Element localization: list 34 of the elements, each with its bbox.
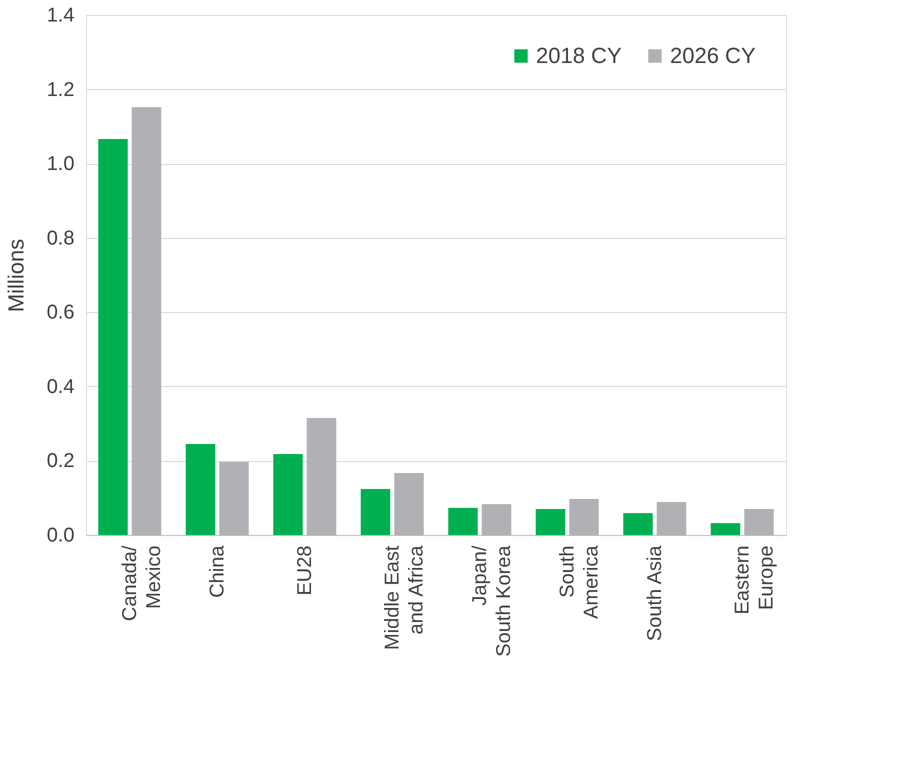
y-tick-label: 0.4 — [46, 376, 74, 398]
bar — [569, 498, 599, 535]
legend-label: 2026 CY — [670, 43, 756, 68]
bar — [219, 462, 249, 535]
x-tick-label: Canada/ Mexico — [118, 545, 165, 622]
bar — [360, 488, 390, 535]
bar — [536, 509, 566, 535]
y-tick-label: 1.4 — [46, 4, 74, 26]
y-tick-label: 0.8 — [46, 227, 74, 250]
y-tick-label: 0.0 — [46, 524, 74, 546]
x-tick-label: EU28 — [294, 546, 316, 596]
bar — [186, 444, 216, 535]
legend-label: 2018 CY — [536, 43, 622, 68]
bar — [623, 513, 653, 535]
bar — [132, 107, 162, 535]
bar — [394, 472, 424, 535]
bar — [710, 523, 740, 535]
x-tick-label: South America — [556, 544, 602, 619]
bar — [656, 502, 686, 535]
bar — [98, 139, 128, 535]
x-tick-label: China — [206, 544, 228, 598]
y-tick-label: 0.2 — [46, 450, 74, 472]
bar — [273, 454, 303, 535]
y-tick-label: 1.2 — [46, 78, 74, 101]
y-tick-label: 0.6 — [46, 302, 74, 324]
y-tick-label: 1.0 — [46, 153, 74, 176]
x-tick-label: Middle East and Africa — [381, 544, 428, 650]
bar — [306, 418, 336, 535]
bar — [482, 504, 512, 535]
y-axis-title: Millions — [4, 238, 29, 312]
bar — [744, 509, 774, 535]
x-tick-label: South Asia — [644, 544, 666, 642]
bar — [448, 508, 478, 535]
x-tick-label: Eastern Europe — [731, 546, 778, 614]
